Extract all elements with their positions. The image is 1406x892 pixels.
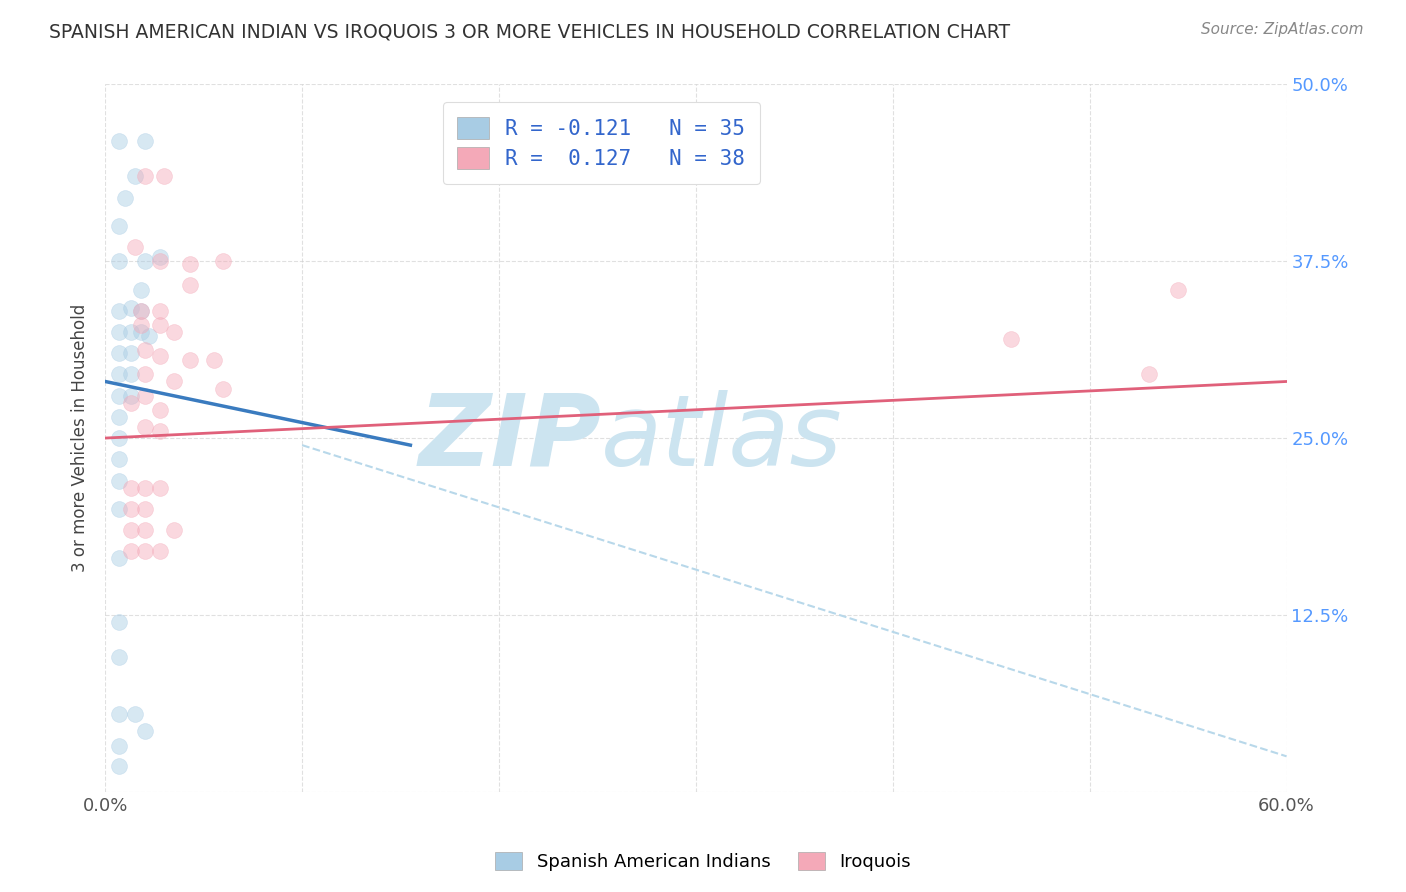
Point [134, 501, 156, 516]
Point [120, 481, 142, 495]
Point [134, 134, 156, 148]
Point [108, 551, 131, 566]
Point [108, 346, 131, 360]
Point [120, 389, 142, 403]
Point [149, 318, 172, 332]
Point [134, 389, 156, 403]
Point [124, 240, 146, 254]
Point [134, 523, 156, 537]
Point [149, 402, 172, 417]
Point [108, 254, 131, 268]
Point [134, 343, 156, 358]
Legend: R = -0.121   N = 35, R =  0.127   N = 38: R = -0.121 N = 35, R = 0.127 N = 38 [443, 102, 759, 184]
Text: ZIP: ZIP [419, 390, 602, 486]
Point [149, 481, 172, 495]
Point [134, 169, 156, 184]
Point [134, 419, 156, 434]
Point [108, 325, 131, 339]
Point [153, 169, 176, 184]
Point [108, 431, 131, 445]
Legend: Spanish American Indians, Iroquois: Spanish American Indians, Iroquois [488, 845, 918, 879]
Point [134, 368, 156, 382]
Point [108, 303, 131, 318]
Point [179, 278, 201, 293]
Point [120, 325, 142, 339]
Point [114, 191, 136, 205]
Point [179, 257, 201, 271]
Text: Source: ZipAtlas.com: Source: ZipAtlas.com [1201, 22, 1364, 37]
Point [120, 346, 142, 360]
Point [108, 452, 131, 467]
Point [120, 301, 142, 315]
Point [202, 353, 225, 368]
Point [149, 303, 172, 318]
Point [120, 395, 142, 409]
Point [108, 409, 131, 424]
Point [108, 134, 131, 148]
Point [1137, 368, 1160, 382]
Point [108, 368, 131, 382]
Point [129, 283, 152, 297]
Point [1000, 332, 1022, 346]
Point [163, 523, 186, 537]
Point [124, 169, 146, 184]
Point [120, 501, 142, 516]
Point [108, 650, 131, 665]
Point [134, 723, 156, 738]
Point [163, 375, 186, 389]
Point [108, 501, 131, 516]
Point [108, 474, 131, 488]
Point [108, 759, 131, 773]
Point [129, 303, 152, 318]
Point [108, 706, 131, 721]
Point [108, 389, 131, 403]
Text: atlas: atlas [602, 390, 844, 486]
Point [129, 303, 152, 318]
Point [108, 219, 131, 233]
Point [212, 254, 235, 268]
Point [138, 329, 160, 343]
Point [108, 739, 131, 754]
Point [129, 325, 152, 339]
Point [149, 349, 172, 363]
Point [149, 424, 172, 438]
Point [149, 254, 172, 268]
Point [134, 544, 156, 558]
Point [149, 250, 172, 264]
Point [108, 615, 131, 629]
Point [134, 254, 156, 268]
Point [134, 481, 156, 495]
Point [124, 706, 146, 721]
Point [120, 544, 142, 558]
Point [212, 382, 235, 396]
Point [149, 544, 172, 558]
Point [1167, 283, 1189, 297]
Point [120, 368, 142, 382]
Point [163, 325, 186, 339]
Point [120, 523, 142, 537]
Point [129, 318, 152, 332]
Text: SPANISH AMERICAN INDIAN VS IROQUOIS 3 OR MORE VEHICLES IN HOUSEHOLD CORRELATION : SPANISH AMERICAN INDIAN VS IROQUOIS 3 OR… [49, 22, 1011, 41]
Y-axis label: 3 or more Vehicles in Household: 3 or more Vehicles in Household [72, 304, 89, 572]
Point [179, 353, 201, 368]
